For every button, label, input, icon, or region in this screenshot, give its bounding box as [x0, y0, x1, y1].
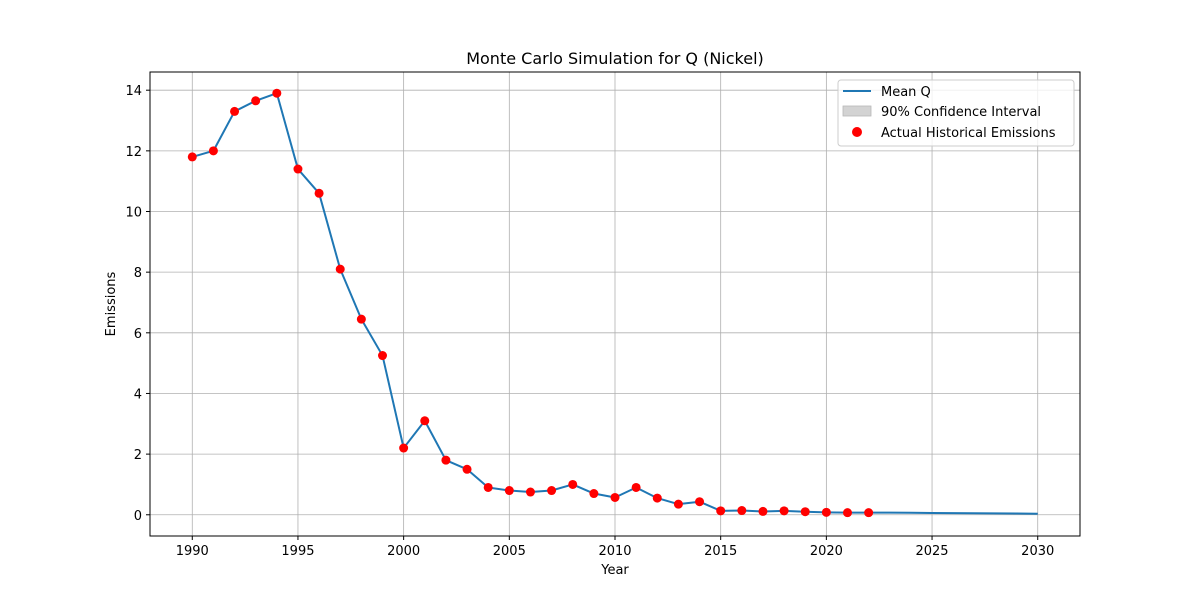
- historical-emission-point: [821, 507, 831, 517]
- y-tick-label: 14: [125, 84, 142, 99]
- historical-emission-point: [779, 506, 789, 516]
- x-tick-label: 1995: [281, 544, 314, 559]
- historical-emission-point: [525, 487, 535, 497]
- historical-emission-point: [314, 188, 324, 198]
- historical-emission-point: [230, 106, 240, 116]
- historical-emission-point: [843, 508, 852, 518]
- historical-emission-point: [293, 164, 303, 174]
- historical-emission-point: [864, 508, 874, 518]
- historical-emission-point: [335, 264, 345, 274]
- historical-emission-point: [187, 152, 197, 162]
- y-tick-label: 0: [134, 509, 142, 524]
- x-tick-label: 2015: [704, 544, 737, 559]
- legend-label-mean: Mean Q: [881, 85, 931, 100]
- y-tick-label: 12: [125, 145, 142, 160]
- historical-emission-point: [483, 482, 493, 492]
- historical-emission-point: [758, 506, 768, 516]
- legend-box: [837, 79, 1075, 147]
- x-tick-label: 2005: [493, 544, 526, 559]
- historical-emission-point: [652, 493, 662, 503]
- y-tick-label: 10: [125, 206, 142, 221]
- y-tick-label: 4: [134, 387, 142, 402]
- historical-emission-point: [673, 499, 683, 509]
- legend-marker-swatch: [852, 127, 862, 137]
- historical-emission-point: [800, 507, 810, 517]
- historical-emission-point: [356, 314, 366, 324]
- historical-emission-point: [420, 416, 430, 426]
- historical-emission-point: [631, 482, 641, 492]
- x-tick-label: 2030: [1021, 544, 1054, 559]
- grid: [150, 72, 1080, 536]
- historical-emission-point: [504, 486, 514, 496]
- historical-emission-point: [399, 443, 409, 453]
- historical-emission-point: [378, 351, 387, 361]
- axis-ticks: 1990 1995 2000 2005 2010 2015 2020 2025 2030 0 2 4 6…: [125, 84, 1054, 559]
- historical-emission-point: [737, 506, 747, 516]
- legend-patch-swatch: [842, 105, 872, 117]
- y-tick-label: 8: [134, 266, 142, 281]
- historical-emission-point: [610, 492, 620, 502]
- legend-label-ci: 90% Confidence Interval: [881, 105, 1041, 120]
- x-tick-label: 2000: [387, 544, 420, 559]
- x-axis-label: Year: [600, 563, 629, 578]
- historical-emission-point: [695, 497, 705, 507]
- x-tick-label: 2010: [598, 544, 631, 559]
- y-tick-label: 6: [134, 327, 142, 342]
- legend-label-actual: Actual Historical Emissions: [881, 126, 1056, 141]
- chart-title: Monte Carlo Simulation for Q (Nickel): [466, 49, 764, 68]
- x-tick-label: 2025: [915, 544, 948, 559]
- historical-emission-point: [547, 486, 557, 496]
- plot-data: [187, 88, 1038, 518]
- historical-emission-point: [716, 506, 726, 516]
- x-tick-label: 1990: [176, 544, 209, 559]
- historical-emission-point: [251, 96, 261, 106]
- x-tick-label: 2020: [810, 544, 843, 559]
- y-axis-label: Emissions: [104, 271, 119, 336]
- historical-emission-point: [589, 489, 599, 499]
- historical-emission-point: [441, 455, 451, 465]
- historical-emission-point: [462, 464, 472, 474]
- historical-emission-point: [272, 88, 282, 98]
- legend: Mean Q 90% Confidence Interval Actual Hi…: [837, 79, 1075, 147]
- y-tick-label: 2: [134, 448, 142, 463]
- historical-emission-point: [568, 479, 578, 489]
- historical-emission-point: [208, 146, 218, 156]
